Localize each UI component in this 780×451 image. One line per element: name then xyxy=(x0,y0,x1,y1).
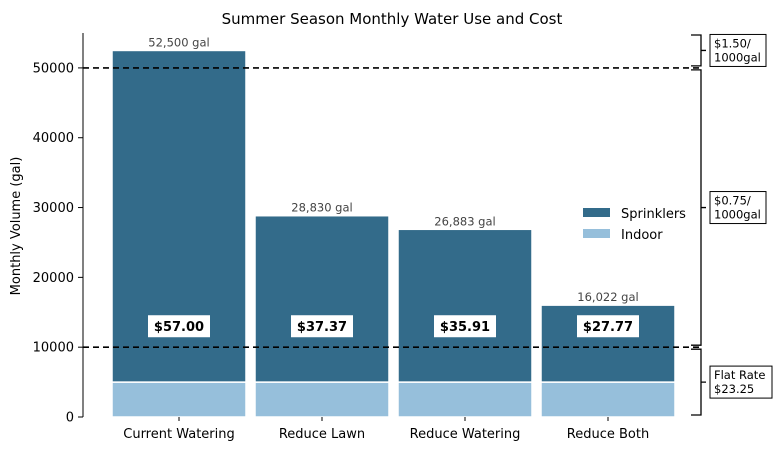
cost-label-box xyxy=(434,315,496,338)
cost-label: $57.00 xyxy=(154,320,204,335)
tier-label: 1000gal xyxy=(714,50,761,64)
y-tick-label: 30000 xyxy=(33,201,74,216)
cost-label-box xyxy=(291,315,353,338)
legend-label: Indoor xyxy=(621,228,663,243)
y-tick-label: 10000 xyxy=(33,341,74,356)
bar-total-label: 16,022 gal xyxy=(577,290,638,304)
plot-area: 52,500 gal $57.00 Current Watering 28,830 g… xyxy=(33,33,700,442)
tier-label-box xyxy=(709,33,767,67)
bar-sprinklers xyxy=(397,228,533,383)
bar-indoor xyxy=(540,381,676,418)
bar-total-label: 52,500 gal xyxy=(148,35,209,49)
legend-swatch-indoor xyxy=(583,229,610,238)
tier-bracket xyxy=(691,69,706,346)
bar-indoor xyxy=(254,381,390,418)
cost-label: $37.37 xyxy=(297,320,347,335)
cost-label: $27.77 xyxy=(583,320,633,335)
x-tick-label: Reduce Lawn xyxy=(279,427,365,442)
x-tick-label: Reduce Both xyxy=(567,427,649,442)
tier-label: 1000gal xyxy=(714,208,761,222)
bar-sprinklers xyxy=(254,214,390,383)
y-axis-label: Monthly Volume (gal) xyxy=(9,157,24,296)
cost-label-box xyxy=(577,315,639,338)
tier-label: $0.75/ xyxy=(714,194,751,208)
tier-bracket xyxy=(691,348,706,416)
bar-indoor xyxy=(397,381,533,418)
bar-total-label: 26,883 gal xyxy=(434,214,495,228)
x-tick-label: Current Watering xyxy=(123,427,235,442)
tier-label: $23.25 xyxy=(714,382,754,396)
legend-swatch-sprinklers xyxy=(583,208,610,217)
cost-label: $35.91 xyxy=(440,320,490,335)
tier-label-box xyxy=(709,191,767,225)
tier-bracket xyxy=(691,34,706,67)
y-tick-label: 50000 xyxy=(33,61,74,76)
tier-label: Flat Rate xyxy=(714,368,765,382)
x-tick-label: Reduce Watering xyxy=(410,427,521,442)
legend-label: Sprinklers xyxy=(621,207,686,222)
bar-indoor xyxy=(111,381,247,418)
legend: Sprinklers Indoor xyxy=(583,207,686,243)
tier-label-box xyxy=(709,365,773,399)
chart-title: Summer Season Monthly Water Use and Cost xyxy=(222,10,563,28)
tier-label: $1.50/ xyxy=(714,36,751,50)
y-tick-label: 40000 xyxy=(33,131,74,146)
y-tick-label: 20000 xyxy=(33,271,74,286)
cost-label-box xyxy=(148,315,210,338)
y-tick-label: 0 xyxy=(66,411,74,426)
bar-total-label: 28,830 gal xyxy=(291,201,352,215)
